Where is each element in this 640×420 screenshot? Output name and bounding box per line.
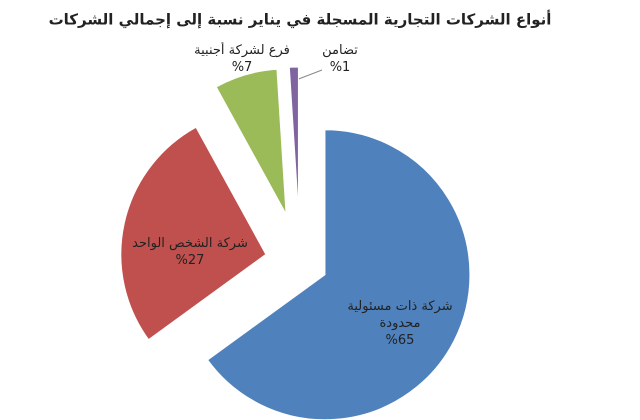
slice-label: شركة الشخص الواحد %27 [125, 235, 255, 269]
pie-slice [206, 129, 471, 420]
slice-label-box: فرع لشركة أجنبية %7 [177, 42, 307, 76]
slice-label: شركة ذات مسئولية محدودة %65 [340, 298, 460, 349]
pie-slice [288, 66, 299, 213]
category-label: فرع لشركة أجنبية [194, 43, 290, 58]
value-label: %7 [231, 60, 253, 75]
value-label: %65 [385, 333, 415, 348]
slice-label: فرع لشركة أجنبية %7 [177, 42, 307, 76]
value-label: %27 [175, 253, 205, 268]
category-label: تضامن [322, 43, 358, 58]
slice-label: تضامن %1 [300, 42, 380, 76]
slice-label-box: شركة ذات مسئولية محدودة %65 [340, 298, 460, 349]
leader-line [295, 69, 323, 81]
category-label: شركة الشخص الواحد [132, 236, 248, 251]
category-label: شركة ذات مسئولية محدودة [347, 299, 453, 331]
pie-slice [215, 68, 287, 215]
slice-label-box: شركة الشخص الواحد %27 [125, 235, 255, 269]
chart-title: أنواع الشركات التجارية المسجلة في يناير … [49, 10, 552, 29]
value-label: %1 [329, 60, 351, 75]
slice-label-box: تضامن %1 [300, 42, 380, 76]
pie-slice [120, 126, 267, 341]
